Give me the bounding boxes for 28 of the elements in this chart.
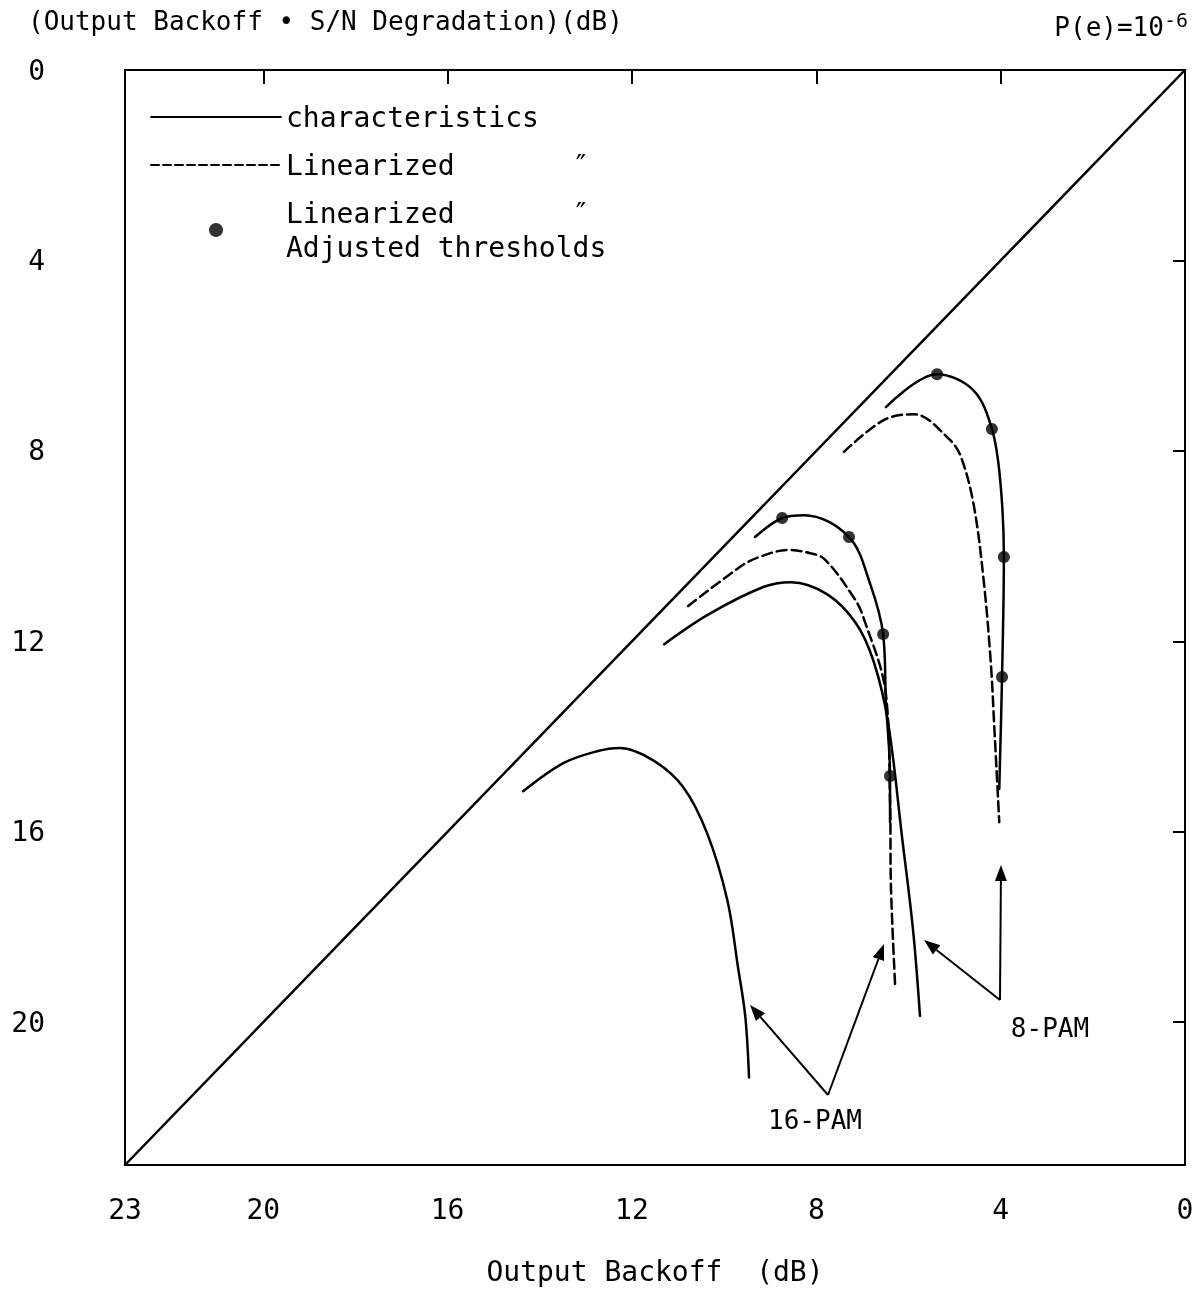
x-tick-label: 23 xyxy=(108,1192,142,1226)
legend-label: Linearized ″ Adjusted thresholds xyxy=(286,196,607,264)
point xyxy=(985,422,998,435)
x-tick-label: 0 xyxy=(1176,1192,1194,1226)
y-tick-label: 16 xyxy=(11,815,45,849)
point xyxy=(997,551,1010,564)
point xyxy=(996,671,1009,684)
y-tick-label: 12 xyxy=(11,624,45,658)
legend-label: Linearized ″ xyxy=(286,148,590,182)
x-axis-title: Output Backoff (dB) xyxy=(486,1254,824,1288)
y-tick-label: 8 xyxy=(28,434,45,468)
y-tick-label: 20 xyxy=(11,1005,45,1039)
legend-label: characteristics xyxy=(286,100,539,134)
point xyxy=(776,512,789,524)
y-axis-title: (Output Backoff • S/N Degradation)(dB) xyxy=(28,6,623,36)
point xyxy=(877,628,890,641)
annotation: 8-PAM xyxy=(1010,1013,1090,1043)
point xyxy=(843,531,856,544)
y-tick-label: 4 xyxy=(28,243,45,277)
x-tick-label: 4 xyxy=(992,1192,1010,1226)
y-tick-label: 0 xyxy=(28,53,45,87)
annotation: 16-PAM xyxy=(768,1105,862,1135)
x-tick-label: 8 xyxy=(807,1192,825,1226)
x-tick-label: 12 xyxy=(615,1192,649,1226)
point xyxy=(931,368,944,381)
line-series xyxy=(521,746,751,1079)
x-tick-label: 20 xyxy=(246,1192,281,1226)
x-tick-label: 16 xyxy=(430,1192,465,1226)
